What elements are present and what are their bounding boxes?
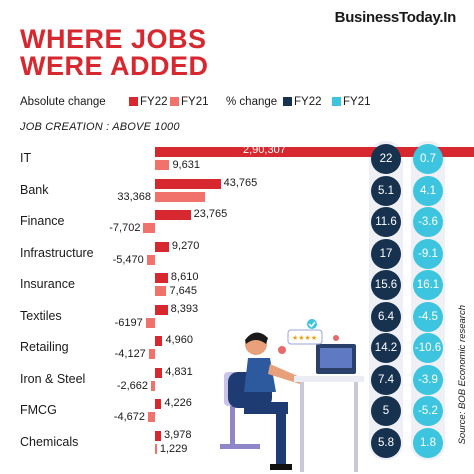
value-label-fy22: 2,90,307 bbox=[243, 144, 286, 156]
value-label-fy22: 23,765 bbox=[193, 208, 228, 220]
pct-fy22-circle: 11.6 bbox=[371, 207, 401, 237]
pct-fy22-circle: 5.8 bbox=[371, 427, 401, 458]
legend-pct-fy21-swatch bbox=[332, 97, 341, 106]
value-label-fy22: 43,765 bbox=[223, 176, 258, 189]
legend: Absolute change FY22 FY21 % change FY22 … bbox=[20, 96, 464, 110]
pct-fy21-circle: -3.9 bbox=[413, 364, 443, 395]
bar-fy22 bbox=[155, 430, 161, 441]
pct-fy21-circle: -10.6 bbox=[413, 333, 443, 363]
pct-fy22-circle: 5.1 bbox=[371, 175, 401, 206]
pct-fy21-circle: -5.2 bbox=[413, 396, 443, 426]
bar-fy22 bbox=[155, 273, 168, 283]
pct-fy21-circle: 4.1 bbox=[413, 175, 443, 206]
pct-fy22-circle: 5 bbox=[371, 396, 401, 426]
legend-abs-fy21: FY21 bbox=[170, 96, 209, 108]
category-label: Infrastructure bbox=[20, 245, 94, 260]
pct-fy22-circle: 6.4 bbox=[371, 301, 401, 332]
headline-line-2: WERE ADDED bbox=[20, 51, 209, 81]
pct-fy22-circle: 15.6 bbox=[371, 270, 401, 300]
pct-fy21-circle: 1.8 bbox=[413, 427, 443, 458]
legend-abs-fy22-text: FY22 bbox=[140, 96, 168, 108]
value-label-fy22: 4,831 bbox=[165, 365, 193, 378]
value-label-fy21: -2,662 bbox=[116, 379, 149, 392]
value-label-fy22: 3,978 bbox=[163, 428, 192, 441]
pct-fy21-circle: 0.7 bbox=[413, 144, 443, 174]
category-label: Textiles bbox=[20, 308, 62, 323]
person-at-desk-illustration: ★★★★ bbox=[220, 319, 364, 472]
pct-fy22-circle: 17 bbox=[371, 238, 401, 269]
value-label-fy22: 8,610 bbox=[170, 271, 199, 283]
category-label: FMCG bbox=[20, 403, 57, 417]
value-label-fy21: 33,368 bbox=[117, 190, 151, 203]
pct-fy21-circle: -9.1 bbox=[413, 238, 443, 269]
pct-fy22-circle: 7.4 bbox=[371, 364, 401, 395]
category-label: Retailing bbox=[20, 340, 69, 354]
legend-abs-fy21-text: FY21 bbox=[181, 96, 209, 108]
category-label: Finance bbox=[20, 214, 65, 228]
value-label-fy21: -6197 bbox=[114, 316, 143, 329]
bar-fy22 bbox=[155, 147, 474, 157]
value-label-fy21: -4,672 bbox=[113, 411, 145, 423]
legend-abs-fy21-swatch bbox=[170, 97, 179, 106]
bar-fy22 bbox=[155, 210, 191, 220]
legend-pct-fy21: FY21 bbox=[332, 96, 371, 108]
bar-fy22 bbox=[155, 399, 162, 409]
pct-fy22-circle: 14.2 bbox=[371, 333, 401, 363]
category-label: Insurance bbox=[20, 277, 75, 291]
legend-pct-fy22-swatch bbox=[283, 97, 292, 106]
bar-fy21 bbox=[147, 412, 155, 422]
value-label-fy22: 9,270 bbox=[171, 239, 200, 252]
chart-subtitle: JOB CREATION : ABOVE 1000 bbox=[20, 121, 180, 133]
bar-fy21 bbox=[146, 254, 155, 265]
bar-fy21 bbox=[155, 443, 157, 454]
bar-fy22 bbox=[155, 178, 221, 189]
legend-pct-label: % change bbox=[226, 96, 278, 108]
bar-fy21 bbox=[143, 223, 155, 233]
legend-abs-fy22-swatch bbox=[129, 97, 138, 106]
source-note: Source: BOB Economic research bbox=[457, 304, 468, 444]
legend-pct-fy22-text: FY22 bbox=[294, 96, 322, 108]
bar-fy21 bbox=[155, 160, 170, 170]
value-label-fy22: 4,226 bbox=[164, 397, 192, 409]
value-label-fy21: -4,127 bbox=[114, 348, 146, 360]
value-label-fy22: 8,393 bbox=[170, 302, 199, 315]
bar-fy22 bbox=[155, 241, 169, 252]
value-label-fy22: 4,960 bbox=[165, 334, 193, 346]
value-label-fy21: -5,470 bbox=[112, 253, 144, 266]
bar-fy21 bbox=[145, 317, 155, 328]
legend-abs-fy22: FY22 bbox=[129, 96, 168, 108]
bar-fy22 bbox=[155, 367, 163, 378]
category-label: Iron & Steel bbox=[20, 371, 86, 386]
category-label: Chemicals bbox=[20, 434, 79, 449]
pct-fy22-circle: 22 bbox=[371, 144, 401, 174]
legend-pct-fy21-text: FY21 bbox=[343, 96, 371, 108]
headline: WHERE JOBS WERE ADDED bbox=[20, 26, 209, 80]
bar-fy21 bbox=[151, 380, 155, 391]
svg-text:★★★★: ★★★★ bbox=[292, 334, 317, 342]
headline-line-1: WHERE JOBS bbox=[20, 24, 207, 54]
bar-fy21 bbox=[155, 191, 206, 202]
value-label-fy21: 7,645 bbox=[169, 285, 197, 297]
bar-fy22 bbox=[155, 304, 168, 315]
bar-fy21 bbox=[148, 349, 155, 359]
category-label: Bank bbox=[20, 182, 49, 197]
value-label-fy21: -7,702 bbox=[109, 222, 141, 234]
category-label: IT bbox=[20, 151, 32, 165]
value-label-fy21: 9,631 bbox=[172, 159, 200, 171]
value-label-fy21: 1,229 bbox=[159, 442, 188, 455]
pct-fy21-circle: -3.6 bbox=[413, 207, 443, 237]
brand-logo: BusinessToday.In bbox=[334, 9, 457, 26]
legend-pct-fy22: FY22 bbox=[283, 96, 322, 108]
pct-fy21-circle: 16.1 bbox=[413, 270, 443, 300]
bar-fy21 bbox=[155, 286, 167, 296]
pct-fy21-circle: -4.5 bbox=[413, 301, 443, 332]
legend-absolute-label: Absolute change bbox=[20, 96, 106, 108]
bar-fy22 bbox=[155, 336, 163, 346]
